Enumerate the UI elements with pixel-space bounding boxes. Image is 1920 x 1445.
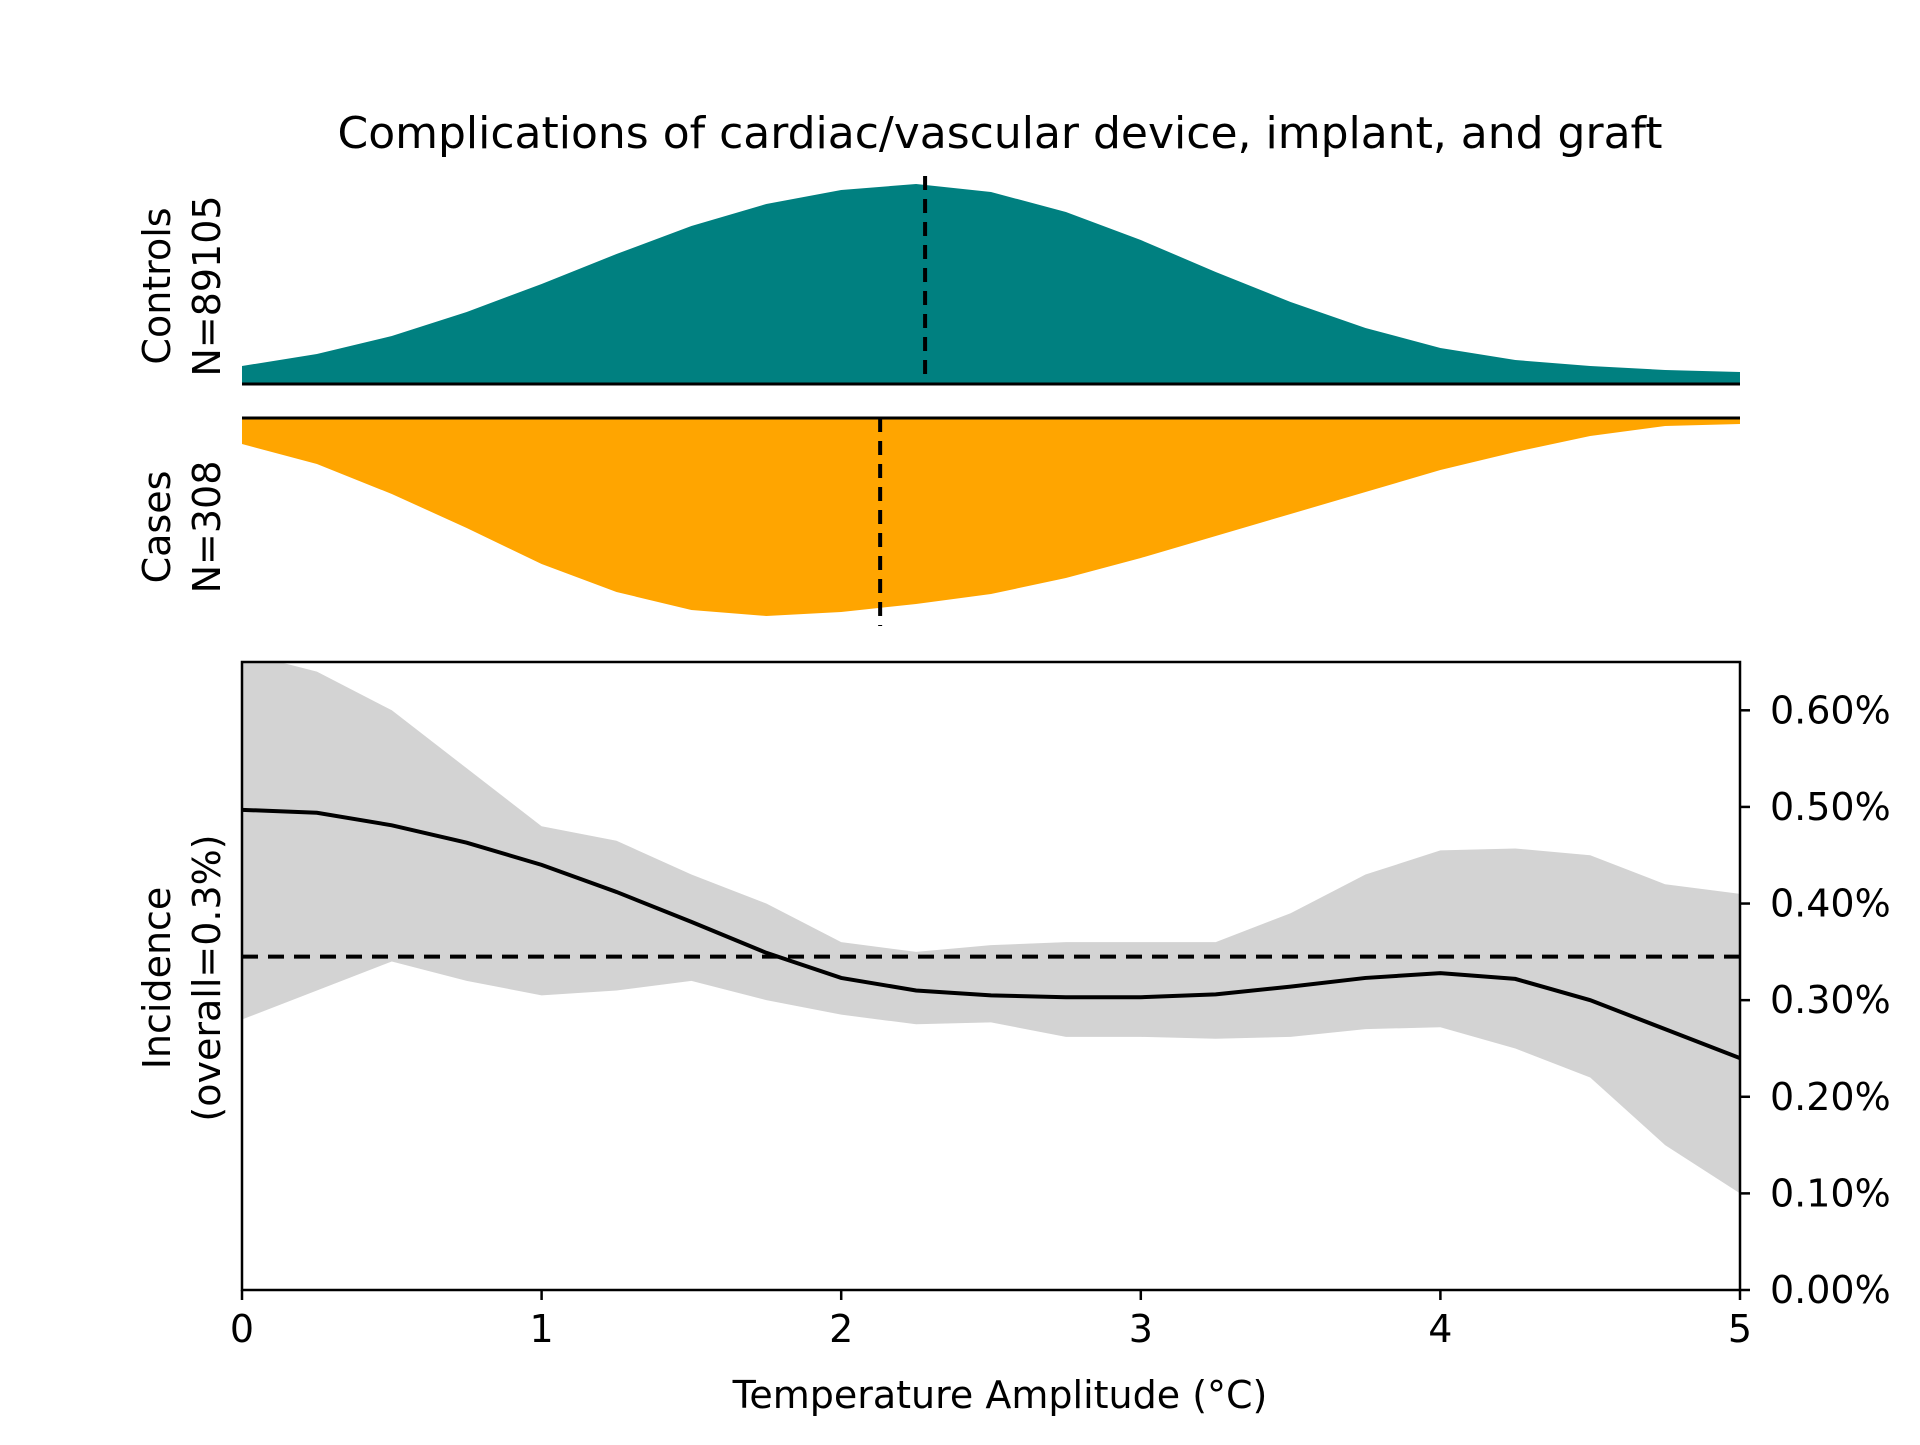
x-tick-label: 0 (230, 1307, 254, 1351)
incidence-ylabel: Incidence (135, 887, 179, 1070)
y-tick-label: 0.10% (1770, 1171, 1891, 1215)
y-tick-label: 0.30% (1770, 978, 1891, 1022)
cases-count: N=308 (185, 461, 229, 594)
y-tick-label: 0.40% (1770, 882, 1891, 926)
y-tick-label: 0.60% (1770, 688, 1891, 732)
controls-density-area (242, 184, 1740, 384)
controls-count: N=89105 (185, 195, 229, 376)
x-tick-label: 3 (1129, 1307, 1153, 1351)
confidence-band (242, 662, 1740, 1194)
chart-title: Complications of cardiac/vascular device… (337, 108, 1662, 159)
incidence-ylabel-overall: (overall=0.3%) (185, 834, 229, 1121)
x-tick-label: 5 (1728, 1307, 1752, 1351)
incidence-panel: 0.00% 0.10% 0.20% 0.30% 0.40% 0.50% 0.60% 0 1 2 3 4… (230, 660, 1891, 1351)
x-tick-label: 4 (1428, 1307, 1452, 1351)
cases-density-area (242, 418, 1740, 616)
cases-density-panel (242, 416, 1740, 626)
x-axis-label: Temperature Amplitude (°C) (732, 1373, 1268, 1417)
x-tick-label: 2 (829, 1307, 853, 1351)
incidence-frame (240, 660, 1742, 1292)
x-tick-label: 1 (530, 1307, 554, 1351)
cases-label: Cases (135, 471, 179, 584)
controls-density-panel (242, 176, 1740, 386)
y-tick-label: 0.20% (1770, 1075, 1891, 1119)
y-tick-label: 0.00% (1770, 1268, 1891, 1312)
incidence-line (242, 807, 1740, 1060)
y-tick-label: 0.50% (1770, 785, 1891, 829)
controls-label: Controls (135, 207, 179, 364)
